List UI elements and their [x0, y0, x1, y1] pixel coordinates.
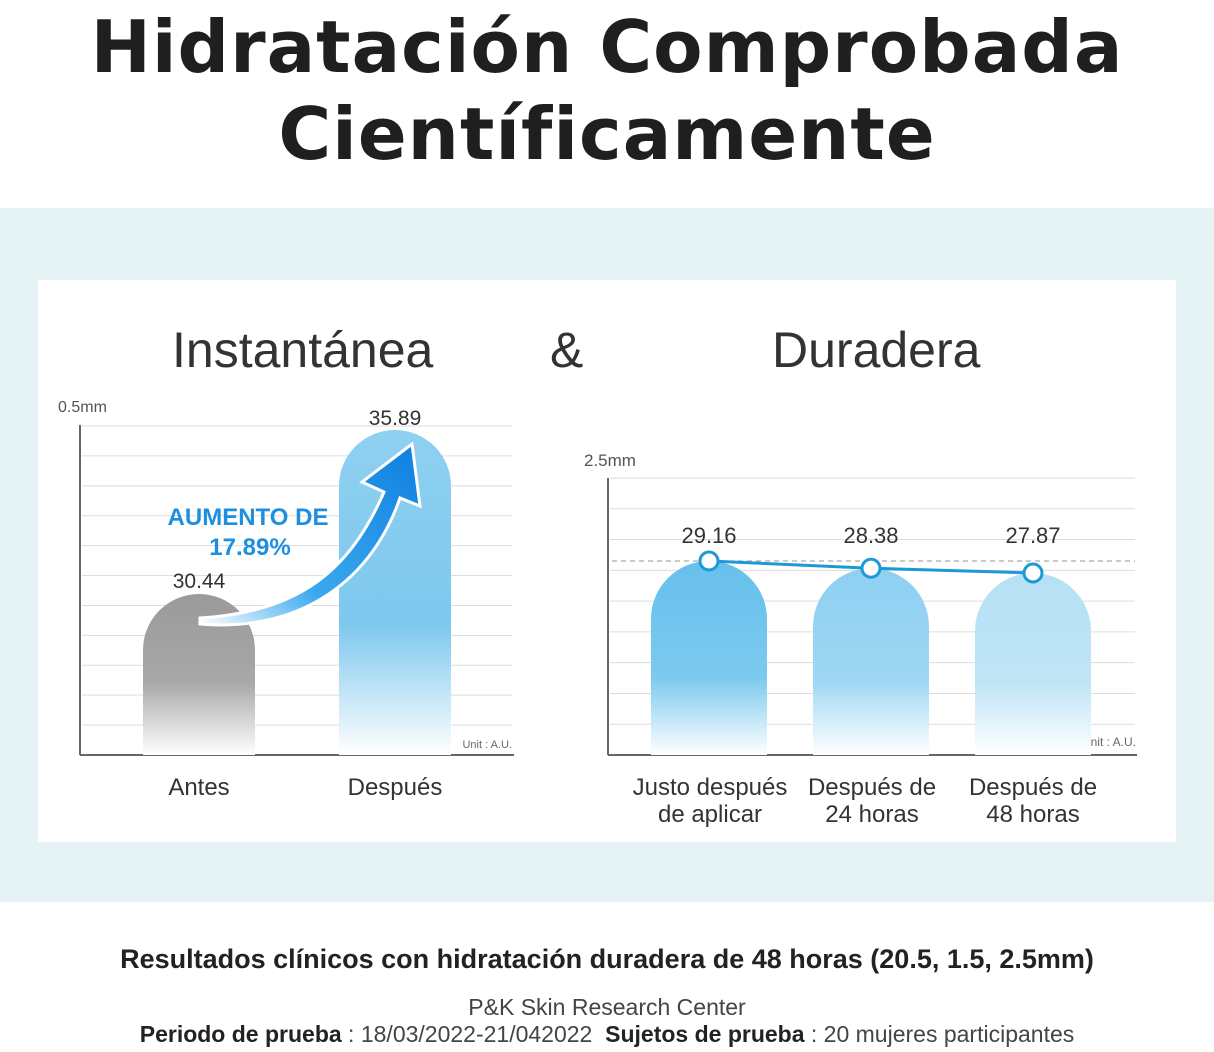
bar-justo-despues: [651, 561, 767, 755]
left-unit-label: Unit : A.U.: [462, 739, 512, 751]
category-line-2: de aplicar: [657, 801, 763, 828]
category-line-2: 48 horas: [986, 801, 1080, 828]
bar-despues: [339, 430, 451, 755]
subjects-value: : 20 mujeres participantes: [804, 1021, 1075, 1047]
period-value: : 18/03/2022-21/042022: [341, 1021, 593, 1047]
annotation-line-2: 17.89%: [209, 534, 290, 561]
period-label: Periodo de prueba: [139, 1021, 342, 1047]
point-justo-despues: [698, 550, 720, 572]
category-line-1: Después de: [807, 774, 937, 801]
chart-instantanea: 0.5mm Unit : A.U. 30.44 35.89 AUMENTO DE…: [58, 399, 514, 756]
footer-research-center: P&K Skin Research Center: [468, 994, 746, 1020]
value-label-antes: 30.44: [173, 570, 226, 593]
annotation-line-1: AUMENTO DE: [168, 504, 329, 531]
bar-48-horas: [975, 573, 1091, 755]
point-48-horas: [1022, 562, 1044, 584]
heading-instantanea: Instantánea: [172, 322, 434, 378]
page-title: Hidratación Comprobada Científicamente: [0, 0, 1214, 178]
footer-results: Resultados clínicos con hidratación dura…: [120, 944, 1094, 974]
category-line-2: 24 horas: [825, 801, 919, 828]
growth-arrow-icon: [198, 441, 422, 627]
category-48-horas: Después de 48 horas: [943, 774, 1123, 828]
point-24-horas: [860, 557, 882, 579]
category-24-horas: Después de 24 horas: [782, 774, 962, 828]
title-line-1: Hidratación Comprobada: [90, 5, 1124, 89]
category-line-1: Justo después: [632, 774, 788, 801]
subjects-label: Sujetos de prueba: [605, 1021, 805, 1047]
heading-duradera: Duradera: [772, 322, 981, 378]
footer-test-details: Periodo de prueba : 18/03/2022-21/042022…: [0, 1021, 1214, 1048]
bar-24-horas: [813, 568, 929, 755]
category-justo-despues: Justo después de aplicar: [620, 774, 800, 828]
bar-antes: [143, 594, 255, 755]
category-antes: Antes: [168, 774, 230, 801]
left-axis-label: 0.5mm: [58, 399, 107, 416]
right-axis-label: 2.5mm: [584, 451, 636, 470]
value-label-24-horas: 28.38: [843, 523, 898, 548]
value-label-despues: 35.89: [369, 407, 422, 430]
value-label-justo-despues: 29.16: [681, 523, 736, 548]
category-despues: Después: [347, 774, 443, 801]
right-unit-label: Unit : A.U.: [1082, 735, 1136, 749]
chart-duradera: 2.5mm Unit : A.U. 29.16 28.38 27.87: [584, 451, 1137, 756]
title-line-2: Científicamente: [278, 92, 936, 176]
category-line-1: Después de: [968, 774, 1098, 801]
heading-ampersand: &: [550, 322, 584, 378]
value-label-48-horas: 27.87: [1005, 523, 1060, 548]
